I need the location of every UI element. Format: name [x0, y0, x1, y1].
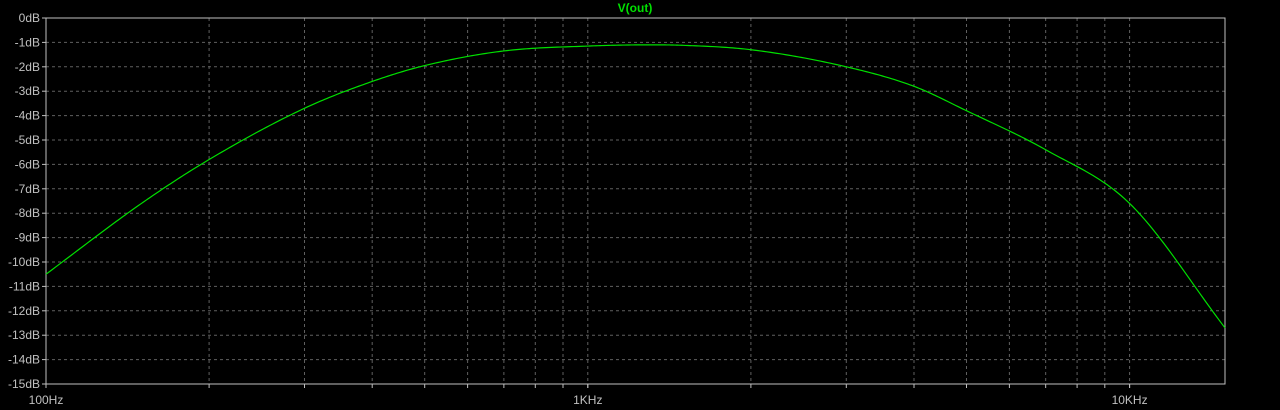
y-tick-label: -5dB: [15, 133, 40, 147]
y-tick-label: -14dB: [8, 353, 40, 367]
y-tick-label: -15dB: [8, 377, 40, 391]
y-tick-label: -1dB: [15, 35, 40, 49]
x-tick-label: 100Hz: [29, 393, 64, 407]
y-tick-label: -12dB: [8, 304, 40, 318]
grid: [46, 18, 1225, 384]
y-tick-label: -3dB: [15, 84, 40, 98]
trace-layer: [45, 44, 1226, 329]
y-tick-label: -11dB: [9, 279, 40, 293]
y-tick-label: -4dB: [15, 109, 40, 123]
x-tick-label: 10KHz: [1112, 393, 1148, 407]
y-tick-label: 0dB: [19, 11, 40, 25]
x-tick-label: 1KHz: [573, 393, 602, 407]
y-tick-label: -6dB: [15, 157, 40, 171]
y-tick-label: -10dB: [8, 255, 40, 269]
trace-title[interactable]: V(out): [618, 1, 653, 15]
y-tick-label: -9dB: [15, 231, 40, 245]
series-line-vout: [45, 44, 1226, 329]
plot-border: [45, 17, 1226, 385]
y-tick-label: -8dB: [15, 206, 40, 220]
y-tick-label: -2dB: [15, 60, 40, 74]
y-tick-label: -13dB: [8, 328, 40, 342]
y-axis: 0dB -1dB -2dB -3dB -4dB -5dB -6dB -7dB -8dB -9dB -…: [8, 11, 46, 391]
y-tick-label: -7dB: [15, 182, 40, 196]
x-axis: 100Hz 1KHz 10KHz: [29, 384, 1148, 407]
plot-frame: [45, 17, 1226, 385]
